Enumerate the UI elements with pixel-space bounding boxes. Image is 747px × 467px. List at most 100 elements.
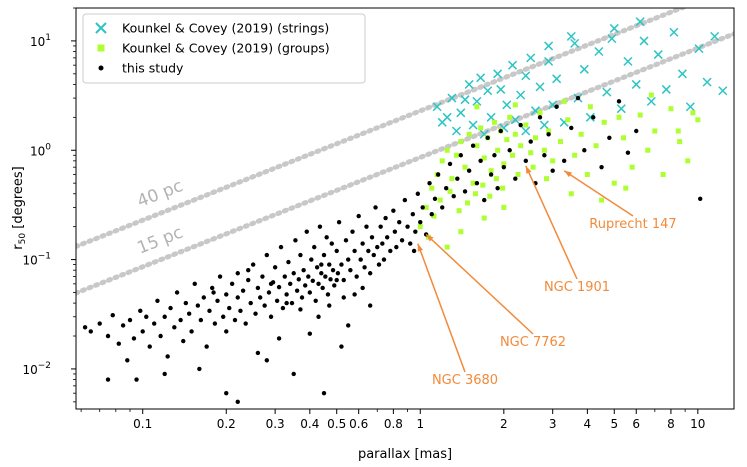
- point-groups: [599, 197, 605, 203]
- point-this-study: [147, 344, 152, 349]
- point-groups: [423, 204, 429, 210]
- point-groups: [474, 104, 480, 110]
- point-strings: [496, 84, 506, 94]
- point-groups: [487, 193, 493, 199]
- point-this-study: [307, 331, 313, 336]
- point-this-study: [321, 252, 327, 258]
- point-strings-stroke: [669, 27, 679, 37]
- point-strings: [526, 53, 536, 63]
- point-strings-stroke: [609, 23, 619, 33]
- point-groups: [512, 102, 518, 108]
- point-strings-stroke: [464, 79, 474, 89]
- point-strings-stroke: [476, 73, 486, 83]
- point-groups: [481, 155, 487, 161]
- point-this-study: [599, 164, 604, 170]
- point-this-study: [211, 290, 216, 295]
- point-groups: [660, 172, 666, 178]
- point-groups: [472, 191, 478, 197]
- point-this-study: [215, 298, 220, 303]
- point-this-study: [373, 205, 378, 210]
- point-this-study: [204, 344, 209, 349]
- point-this-study: [120, 323, 126, 328]
- point-groups: [690, 110, 696, 116]
- point-strings: [635, 17, 645, 27]
- legend-marker-this-study: [98, 65, 104, 71]
- point-strings-stroke: [442, 112, 452, 122]
- point-strings-stroke: [451, 126, 461, 136]
- point-groups: [488, 168, 494, 174]
- point-this-study: [554, 104, 559, 109]
- point-strings-stroke: [570, 38, 580, 48]
- point-this-study: [366, 248, 371, 254]
- point-groups: [456, 208, 462, 214]
- point-this-study: [375, 244, 380, 250]
- point-groups: [447, 188, 453, 194]
- point-groups: [695, 117, 701, 123]
- point-strings-stroke: [535, 82, 545, 92]
- point-this-study: [346, 323, 351, 328]
- point-groups: [429, 185, 435, 191]
- point-this-study: [309, 257, 314, 262]
- point-this-study: [327, 303, 332, 308]
- legend-label: this study: [122, 61, 184, 76]
- point-groups: [546, 128, 552, 134]
- point-strings-stroke: [496, 84, 506, 94]
- point-this-study: [303, 283, 308, 288]
- annotation-label: NGC 7762: [500, 335, 566, 350]
- point-groups: [668, 106, 674, 112]
- point-this-study: [341, 277, 346, 283]
- point-this-study: [485, 135, 490, 140]
- x-tick-label: 0.2: [217, 417, 236, 431]
- legend-marker-strings: [95, 22, 107, 34]
- point-this-study: [88, 329, 93, 334]
- point-this-study: [210, 285, 215, 291]
- point-this-study: [125, 358, 130, 363]
- point-this-study: [183, 300, 189, 306]
- point-this-study: [320, 285, 325, 291]
- point-this-study: [364, 224, 369, 229]
- point-strings-stroke: [530, 106, 540, 116]
- point-strings: [508, 60, 518, 70]
- legend-marker-stroke: [95, 22, 107, 34]
- point-strings-stroke: [635, 17, 645, 27]
- point-strings: [447, 93, 457, 103]
- point-this-study: [144, 314, 149, 319]
- reference-line-40pc: [76, 8, 689, 249]
- point-strings-stroke: [585, 112, 595, 122]
- point-groups: [593, 143, 599, 149]
- point-this-study: [443, 185, 449, 191]
- point-this-study: [537, 115, 543, 120]
- point-groups: [685, 158, 691, 164]
- point-this-study: [343, 238, 349, 243]
- point-this-study: [440, 205, 445, 210]
- point-strings-stroke: [486, 112, 496, 122]
- point-strings-stroke: [661, 84, 671, 94]
- point-groups: [466, 131, 472, 137]
- point-groups: [465, 200, 471, 206]
- point-groups: [550, 158, 556, 164]
- y-tick-base: 10: [30, 144, 45, 158]
- legend-label: Kounkel & Covey (2019) (strings): [122, 21, 329, 36]
- point-this-study: [354, 274, 359, 279]
- point-groups: [561, 98, 567, 104]
- point-groups: [474, 143, 480, 149]
- point-strings: [456, 108, 466, 118]
- point-this-study: [358, 257, 363, 262]
- point-groups: [523, 122, 529, 128]
- point-this-study: [97, 321, 102, 326]
- point-this-study: [360, 285, 365, 291]
- point-this-study: [268, 314, 274, 319]
- point-strings: [544, 56, 554, 66]
- point-groups: [578, 131, 584, 137]
- point-this-study: [451, 193, 456, 199]
- point-this-study: [334, 248, 339, 254]
- point-strings: [464, 79, 474, 89]
- point-groups: [507, 114, 513, 120]
- x-tick-label: 0.4: [300, 417, 319, 431]
- series-square: [417, 92, 701, 250]
- point-groups: [439, 158, 445, 164]
- legend-entry: Kounkel & Covey (2019) (groups): [97, 41, 330, 56]
- point-this-study: [235, 295, 240, 300]
- point-this-study: [212, 321, 218, 326]
